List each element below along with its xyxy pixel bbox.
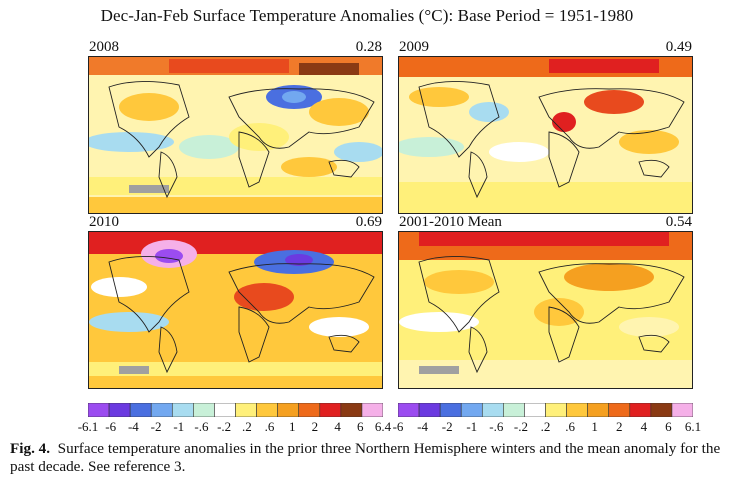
scale-swatch	[256, 403, 278, 417]
scale-tick-label: -.6	[194, 419, 209, 434]
scale-swatch	[235, 403, 257, 417]
scale-tick-label: 2	[311, 419, 319, 434]
scale-swatch	[214, 403, 236, 417]
scale-swatch	[503, 403, 525, 417]
panel-year-label: 2008	[89, 39, 119, 55]
panel-global-mean: 0.54	[665, 214, 692, 230]
figure-title: Dec-Jan-Feb Surface Temperature Anomalie…	[100, 6, 634, 25]
scale-tick-label: 4	[334, 419, 341, 434]
scale-swatch	[671, 403, 693, 417]
scale-tick-label: -6.1	[77, 419, 99, 434]
scale-swatch	[481, 403, 504, 417]
scale-swatch	[171, 403, 194, 417]
map-panel-2009: 2009 0.49	[398, 39, 693, 214]
scale-swatch	[193, 403, 215, 417]
scale-tick-label: 2	[616, 419, 623, 434]
caption-label: Fig. 4.	[10, 440, 51, 457]
anomaly-map	[398, 231, 693, 389]
scale-swatch	[545, 403, 567, 417]
anomaly-map	[88, 231, 383, 389]
scale-swatch	[319, 403, 342, 417]
panel-global-mean: 0.69	[355, 214, 382, 230]
scale-tick-label: -.2	[513, 419, 528, 434]
figure-caption: Fig. 4. Surface temperature anomalies in…	[10, 440, 730, 476]
scale-tick-label: .6	[565, 419, 575, 434]
map-panel-2010: 2010 0.69	[88, 214, 383, 389]
scale-tick-label: 6.1	[684, 419, 702, 434]
scale-tick-label: 1	[591, 419, 598, 434]
scale-tick-label: -6	[392, 419, 404, 434]
scale-tick-label: 1	[288, 419, 296, 434]
scale-tick-label: -6	[105, 419, 117, 434]
anomaly-map	[398, 56, 693, 214]
scale-swatch	[398, 403, 420, 417]
scale-tick-label: -.6	[489, 419, 504, 434]
scale-swatch	[587, 403, 610, 417]
scale-swatch	[361, 403, 383, 417]
scale-swatch	[418, 403, 441, 417]
scale-tick-label: -4	[127, 419, 139, 434]
scale-swatch	[129, 403, 152, 417]
scale-swatch	[460, 403, 483, 417]
color-scale-left: -6.1 -6 -4 -2 -1 -.6 -.2 .2 .6 1 2 4 6 6.4	[78, 403, 391, 434]
scale-swatch	[439, 403, 462, 417]
scale-swatch	[277, 403, 300, 417]
scale-tick-label: -1	[173, 419, 185, 434]
scale-swatch	[608, 403, 631, 417]
scale-swatch	[524, 403, 546, 417]
anomaly-map	[88, 56, 383, 214]
map-panel-decade-mean: 2001-2010 Mean 0.54	[398, 214, 693, 389]
scale-tick-label: .2	[540, 419, 551, 434]
scale-swatch	[108, 403, 131, 417]
scale-tick-label: .6	[264, 419, 275, 434]
scale-tick-label: 6	[665, 419, 672, 434]
panel-year-label: 2009	[399, 39, 429, 55]
panel-global-mean: 0.28	[355, 39, 382, 55]
scale-swatch	[629, 403, 652, 417]
panel-global-mean: 0.49	[665, 39, 692, 55]
scale-tick-label: 6.4	[374, 419, 392, 434]
scale-swatch	[298, 403, 321, 417]
scale-swatch	[650, 403, 673, 417]
scale-tick-label: -.2	[217, 419, 232, 434]
scale-tick-label: -1	[466, 419, 478, 434]
scale-swatch	[340, 403, 363, 417]
map-panel-2008: 2008 0.28	[88, 39, 383, 214]
scale-tick-label: 6	[357, 419, 364, 434]
scale-tick-label: -2	[150, 419, 162, 434]
caption-text: Surface temperature anomalies in the pri…	[10, 440, 721, 475]
scale-tick-label: 4	[640, 419, 648, 434]
scale-tick-label: -2	[441, 419, 453, 434]
scale-tick-label: .2	[241, 419, 252, 434]
panel-year-label: 2001-2010 Mean	[399, 214, 502, 230]
scale-swatch	[150, 403, 173, 417]
scale-tick-label: -4	[417, 419, 428, 434]
scale-swatch	[88, 403, 110, 417]
scale-swatch	[566, 403, 588, 417]
panel-year-label: 2010	[89, 214, 119, 230]
color-scale-right: -6 -4 -2 -1 -.6 -.2 .2 .6 1 2 4 6 6.1	[393, 403, 701, 434]
